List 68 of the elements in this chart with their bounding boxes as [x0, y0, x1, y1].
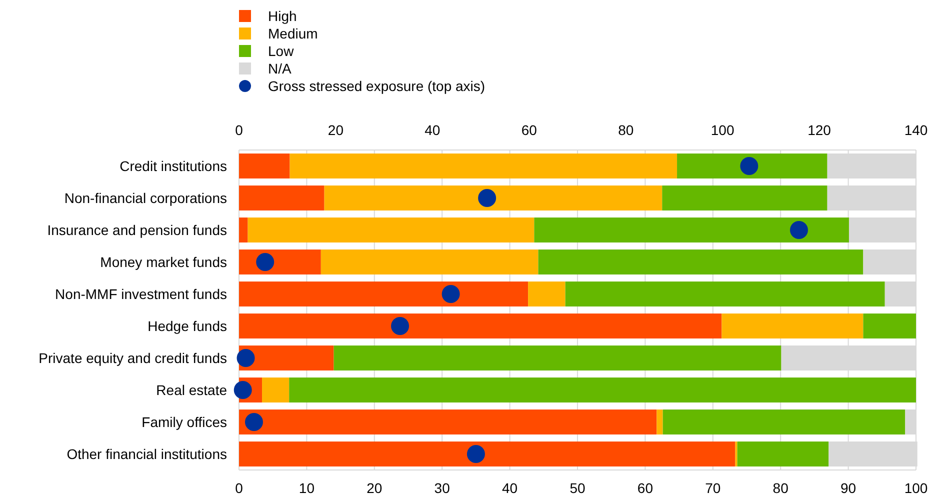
point — [466, 445, 485, 463]
bar — [239, 410, 657, 434]
x2-tick-label: 40 — [424, 122, 440, 138]
bar — [737, 442, 829, 466]
bar — [722, 314, 864, 338]
point — [236, 349, 255, 367]
point — [442, 285, 460, 303]
point — [790, 221, 808, 239]
x-tick-label: 100 — [904, 480, 928, 496]
y-tick-label: Money market funds — [100, 254, 227, 270]
bar — [289, 378, 916, 402]
bar — [262, 378, 290, 402]
x2-tick-label: 20 — [328, 122, 344, 138]
point — [391, 317, 410, 335]
bar — [334, 346, 782, 370]
x2-tick-label: 140 — [904, 122, 928, 138]
x2-tick-label: 120 — [808, 122, 832, 138]
x2-tick-label: 80 — [618, 122, 634, 138]
legend-label: Low — [268, 43, 295, 59]
point — [478, 189, 496, 207]
bar — [239, 314, 722, 338]
legend-label: High — [268, 8, 297, 24]
bar — [248, 218, 534, 242]
x-tick-label: 50 — [570, 480, 586, 496]
bar — [656, 410, 663, 434]
y-tick-label: Real estate — [156, 382, 228, 398]
bar — [239, 282, 528, 306]
x-tick-label: 20 — [366, 480, 382, 496]
x-tick-label: 40 — [502, 480, 518, 496]
bar — [239, 154, 290, 178]
y-tick-label: Non-financial corporations — [64, 190, 227, 206]
bar — [662, 410, 906, 434]
y-tick-label: Hedge funds — [148, 318, 227, 334]
bar — [324, 186, 662, 210]
x-tick-label: 0 — [235, 480, 244, 496]
x-tick-label: 90 — [840, 480, 856, 496]
bar — [320, 250, 538, 274]
x-tick-label: 70 — [705, 480, 721, 496]
point — [256, 253, 274, 271]
x-tick-label: 30 — [434, 480, 450, 496]
x-tick-label: 10 — [298, 480, 315, 496]
y-tick-label: Other financial institutions — [66, 446, 227, 462]
bar — [239, 442, 736, 466]
bar — [239, 186, 324, 210]
bar — [538, 250, 864, 274]
bar — [239, 218, 248, 242]
bar — [662, 186, 828, 210]
bar — [534, 218, 849, 242]
bar — [863, 314, 916, 338]
y-tick-label: Credit institutions — [120, 158, 227, 174]
point — [740, 157, 758, 175]
legend-label: N/A — [268, 60, 292, 76]
x-tick-label: 60 — [637, 480, 654, 496]
bar — [528, 282, 566, 306]
legend-label: Gross stressed exposure (top axis) — [268, 78, 486, 94]
y-tick-label: Non-MMF investment funds — [55, 286, 227, 302]
bar — [565, 282, 885, 306]
x2-tick-label: 60 — [521, 122, 538, 138]
y-tick-label: Insurance and pension funds — [47, 222, 227, 238]
bar — [677, 154, 828, 178]
point — [244, 413, 263, 431]
y-tick-label: Private equity and credit funds — [38, 350, 227, 366]
x2-tick-label: 100 — [710, 122, 734, 138]
bar — [290, 154, 678, 178]
legend-label: Medium — [268, 26, 318, 42]
x2-tick-label: 0 — [235, 122, 244, 138]
y-tick-label: Family offices — [142, 414, 227, 430]
x-tick-label: 80 — [772, 480, 789, 496]
